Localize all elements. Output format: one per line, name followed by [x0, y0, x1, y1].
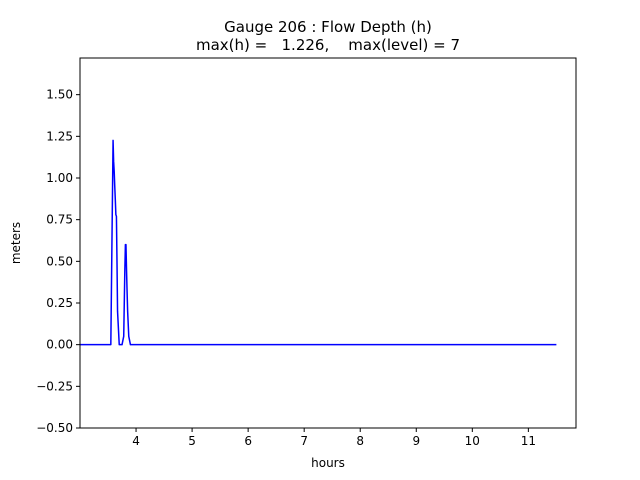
y-tick-label: 0.00 — [46, 338, 73, 352]
x-tick-label: 6 — [244, 434, 252, 448]
y-tick-label: 1.25 — [46, 129, 73, 143]
x-tick-label: 7 — [300, 434, 308, 448]
series-line-0 — [80, 139, 557, 346]
x-tick-label: 5 — [188, 434, 196, 448]
x-tick-label: 9 — [412, 434, 420, 448]
x-tick-label: 11 — [521, 434, 536, 448]
x-tick-label: 4 — [132, 434, 140, 448]
y-tick-label: 1.50 — [46, 88, 73, 102]
y-tick-label: 1.00 — [46, 171, 73, 185]
chart-title: Gauge 206 : Flow Depth (h) — [224, 18, 432, 36]
x-axis: 4 5 6 7 8 9 10 11 — [132, 428, 536, 448]
x-axis-label: hours — [311, 456, 345, 470]
x-tick-label: 8 — [356, 434, 364, 448]
y-tick-label: −0.25 — [36, 379, 73, 393]
chart-subtitle: max(h) = 1.226, max(level) = 7 — [196, 36, 460, 54]
y-axis-label: meters — [9, 222, 23, 264]
y-tick-label: −0.50 — [36, 421, 73, 435]
plot-area — [80, 139, 557, 346]
y-axis: −0.50 −0.25 0.00 0.25 0.50 0.75 1.00 1.25 1.50 — [36, 88, 80, 435]
y-tick-label: 0.75 — [46, 213, 73, 227]
x-tick-label: 10 — [465, 434, 480, 448]
y-tick-label: 0.25 — [46, 296, 73, 310]
y-tick-label: 0.50 — [46, 254, 73, 268]
plot-frame — [79, 57, 577, 429]
